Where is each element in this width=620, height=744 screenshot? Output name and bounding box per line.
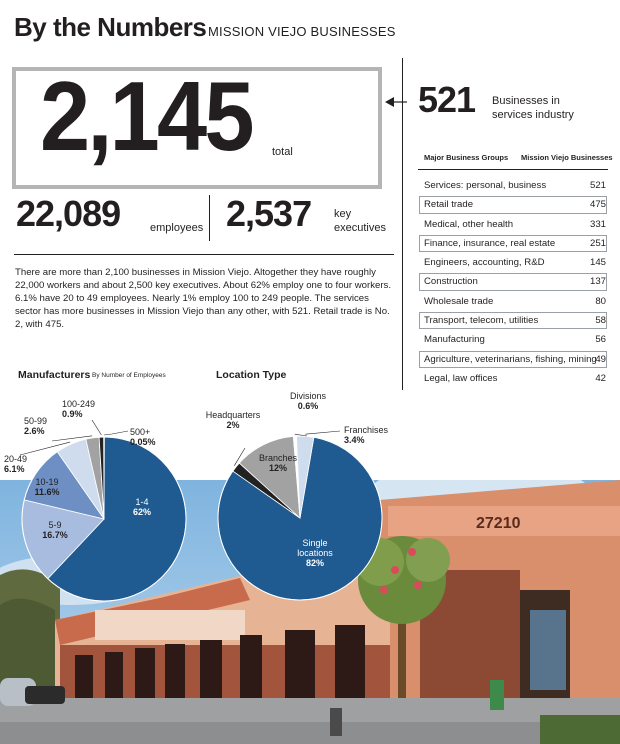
table-row-label: Wholesale trade — [424, 295, 494, 307]
services-value: 521 — [418, 79, 476, 120]
slice-name-line: locations — [297, 548, 333, 558]
table-row-value: 58 — [595, 315, 606, 327]
manufacturers-chart-subtitle: By Number of Employees — [92, 372, 166, 379]
executives-label-line1: key — [334, 208, 352, 220]
pie-outline-location — [217, 435, 383, 601]
total-label: total — [272, 146, 293, 158]
slice-name-label: Headquarters — [206, 410, 261, 420]
table-row: Legal, law offices 42 — [418, 369, 608, 388]
table-header-rule — [418, 169, 608, 170]
table-row: Transport, telecom, utilities 58 — [418, 311, 608, 330]
location-chart-title: Location Type — [216, 369, 287, 381]
slice-percent-label: 12% — [269, 463, 287, 473]
leader-line — [19, 441, 71, 456]
employees-value: 22,089 — [16, 193, 121, 234]
services-label: Businesses in services industry — [492, 94, 602, 122]
page-title: By the Numbers — [14, 12, 207, 42]
leader-line — [294, 433, 308, 437]
slice-percent-label: 62% — [133, 507, 151, 517]
services-label-line1: Businesses in — [492, 95, 560, 107]
table-row-label: Medical, other health — [424, 218, 514, 230]
stats-divider — [209, 195, 210, 241]
executives-label-line2: executives — [334, 222, 386, 234]
leader-line — [91, 419, 102, 436]
table-row-label: Agriculture, veterinarians, fishing, min… — [424, 353, 597, 365]
total-box — [12, 67, 382, 189]
table-row-label: Engineers, accounting, R&D — [424, 257, 545, 269]
horizontal-divider — [14, 254, 394, 255]
total-value: 2,145 — [40, 61, 255, 171]
slice-name-label: 100-249 — [62, 399, 95, 409]
table-row-label: Finance, insurance, real estate — [424, 237, 556, 249]
executives-label: key executives — [334, 207, 386, 235]
slice-name-label: 500+ — [130, 427, 150, 437]
table-row: Finance, insurance, real estate 251 — [418, 234, 608, 253]
table-row-value: 80 — [595, 295, 606, 307]
services-label-line2: services industry — [492, 109, 574, 121]
left-arrow-icon — [385, 97, 407, 107]
slice-name-label: 1-4 — [135, 497, 148, 507]
slice-name-label: 5-9 — [48, 520, 61, 530]
table-row-label: Transport, telecom, utilities — [424, 315, 539, 327]
leader-line — [234, 447, 246, 466]
business-groups-table: Services: personal, business 521 Retail tr… — [418, 176, 608, 388]
vertical-divider — [402, 58, 403, 390]
table-row-value: 521 — [589, 180, 606, 191]
pie-slice-manufacturers — [103, 436, 105, 520]
slice-percent-label: 3.4% — [344, 435, 365, 445]
table-row: Retail trade 475 — [418, 195, 608, 214]
table-row-value: 49 — [595, 353, 606, 365]
slice-percent-label: 2.6% — [24, 426, 45, 436]
table-row-label: Legal, law offices — [424, 372, 498, 384]
leader-line — [51, 435, 93, 442]
table-row-value: 145 — [589, 257, 606, 269]
leader-line — [104, 430, 129, 436]
employees-label: employees — [150, 222, 204, 234]
table-row-value: 42 — [595, 372, 606, 384]
table-row: Medical, other health 331 — [418, 215, 608, 234]
slice-percent-label: 16.7% — [42, 530, 68, 540]
table-row: Agriculture, veterinarians, fishing, min… — [418, 350, 608, 369]
slice-percent-label: 0.9% — [62, 409, 83, 419]
table-row-label: Services: personal, business — [424, 180, 547, 191]
table-row-label: Retail trade — [424, 199, 474, 211]
table-row-value: 475 — [589, 199, 606, 211]
table-header-groups: Major Business Groups — [424, 153, 509, 162]
page-subtitle: MISSION VIEJO BUSINESSES — [208, 24, 396, 39]
slice-name-label: 50-99 — [24, 416, 47, 426]
slice-percent-label: 11.6% — [34, 487, 59, 497]
slice-name-label: 20-49 — [4, 454, 27, 464]
leader-line — [305, 430, 341, 435]
table-row-value: 331 — [589, 218, 606, 230]
manufacturers-chart-title: Manufacturers — [18, 369, 91, 381]
slice-name-label: Divisions — [290, 391, 327, 401]
slice-percent-label: 0.6% — [298, 401, 319, 411]
table-row: Engineers, accounting, R&D 145 — [418, 253, 608, 272]
table-row-value: 56 — [595, 334, 606, 346]
table-row-label: Construction — [424, 276, 478, 288]
summary-paragraph: There are more than 2,100 businesses in … — [15, 267, 391, 330]
slice-percent-label: 82% — [306, 558, 324, 568]
slice-percent-label: 0.05% — [130, 437, 156, 447]
slice-name-line: Single — [302, 538, 327, 548]
table-header-businesses: Mission Viejo Businesses — [521, 153, 613, 162]
pie-outline-manufacturers — [21, 436, 187, 602]
table-row-value: 251 — [589, 237, 606, 249]
slice-percent-label: 6.1% — [4, 464, 25, 474]
table-row: Construction 137 — [418, 272, 608, 291]
slice-name-label: Single locations — [297, 538, 333, 558]
address-sign: 27210 — [476, 515, 521, 532]
slice-name-label: 10-19 — [35, 477, 58, 487]
table-row-value: 137 — [589, 276, 606, 288]
table-row: Manufacturing 56 — [418, 330, 608, 349]
table-row: Wholesale trade 80 — [418, 292, 608, 311]
table-row-label: Manufacturing — [424, 334, 485, 346]
table-row: Services: personal, business 521 — [418, 176, 608, 195]
slice-percent-label: 2% — [226, 420, 239, 430]
slice-name-label: Franchises — [344, 425, 389, 435]
executives-value: 2,537 — [226, 193, 312, 234]
slice-name-label: Branches — [259, 453, 298, 463]
